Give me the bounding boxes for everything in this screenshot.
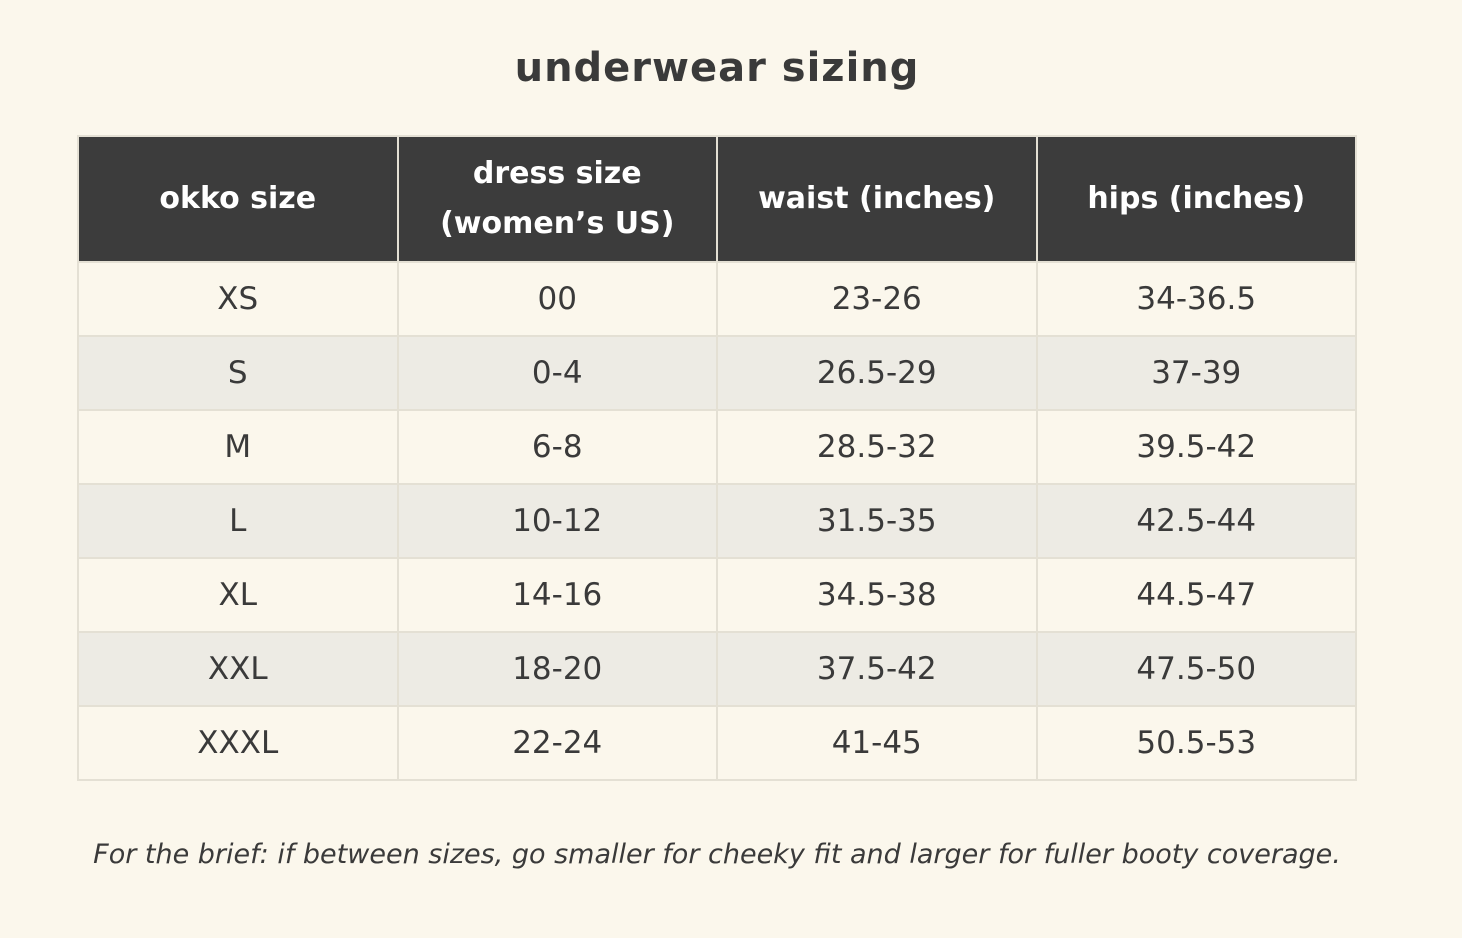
cell-dress-size: 00 bbox=[396, 261, 718, 337]
cell-hips: 44.5-47 bbox=[1035, 557, 1357, 633]
cell-okko-size: XS bbox=[77, 261, 399, 337]
sizing-table: okko size dress size (women’s US) waist … bbox=[77, 135, 1357, 781]
header-label: waist (inches) bbox=[758, 181, 996, 216]
cell-okko-size: S bbox=[77, 335, 399, 411]
cell-hips: 34-36.5 bbox=[1035, 261, 1357, 337]
cell-hips: 47.5-50 bbox=[1035, 631, 1357, 707]
cell-hips: 42.5-44 bbox=[1035, 483, 1357, 559]
table-row: XS 00 23-26 34-36.5 bbox=[77, 261, 1357, 337]
cell-dress-size: 10-12 bbox=[396, 483, 718, 559]
cell-waist: 41-45 bbox=[716, 705, 1038, 781]
cell-waist: 28.5-32 bbox=[716, 409, 1038, 485]
table-row: XXXL 22-24 41-45 50.5-53 bbox=[77, 705, 1357, 781]
cell-okko-size: XXL bbox=[77, 631, 399, 707]
table-header-row: okko size dress size (women’s US) waist … bbox=[77, 135, 1357, 263]
cell-waist: 34.5-38 bbox=[716, 557, 1038, 633]
header-label: dress size bbox=[472, 156, 642, 191]
cell-dress-size: 22-24 bbox=[396, 705, 718, 781]
cell-dress-size: 18-20 bbox=[396, 631, 718, 707]
cell-hips: 50.5-53 bbox=[1035, 705, 1357, 781]
header-label-sub: (women’s US) bbox=[440, 206, 675, 241]
cell-hips: 37-39 bbox=[1035, 335, 1357, 411]
cell-waist: 23-26 bbox=[716, 261, 1038, 337]
header-hips: hips (inches) bbox=[1035, 135, 1357, 263]
table-row: S 0-4 26.5-29 37-39 bbox=[77, 335, 1357, 411]
table-row: XL 14-16 34.5-38 44.5-47 bbox=[77, 557, 1357, 633]
table-row: XXL 18-20 37.5-42 47.5-50 bbox=[77, 631, 1357, 707]
cell-waist: 26.5-29 bbox=[716, 335, 1038, 411]
header-dress-size: dress size (women’s US) bbox=[396, 135, 718, 263]
table-row: M 6-8 28.5-32 39.5-42 bbox=[77, 409, 1357, 485]
table-row: L 10-12 31.5-35 42.5-44 bbox=[77, 483, 1357, 559]
cell-okko-size: M bbox=[77, 409, 399, 485]
cell-hips: 39.5-42 bbox=[1035, 409, 1357, 485]
header-okko-size: okko size bbox=[77, 135, 399, 263]
cell-dress-size: 6-8 bbox=[396, 409, 718, 485]
header-label: hips (inches) bbox=[1087, 181, 1306, 216]
header-label: okko size bbox=[159, 181, 317, 216]
sizing-note: For the brief: if between sizes, go smal… bbox=[93, 839, 1341, 870]
header-waist: waist (inches) bbox=[716, 135, 1038, 263]
page-title: underwear sizing bbox=[514, 45, 920, 91]
cell-okko-size: XXXL bbox=[77, 705, 399, 781]
cell-waist: 31.5-35 bbox=[716, 483, 1038, 559]
cell-dress-size: 0-4 bbox=[396, 335, 718, 411]
cell-okko-size: L bbox=[77, 483, 399, 559]
cell-okko-size: XL bbox=[77, 557, 399, 633]
cell-dress-size: 14-16 bbox=[396, 557, 718, 633]
cell-waist: 37.5-42 bbox=[716, 631, 1038, 707]
